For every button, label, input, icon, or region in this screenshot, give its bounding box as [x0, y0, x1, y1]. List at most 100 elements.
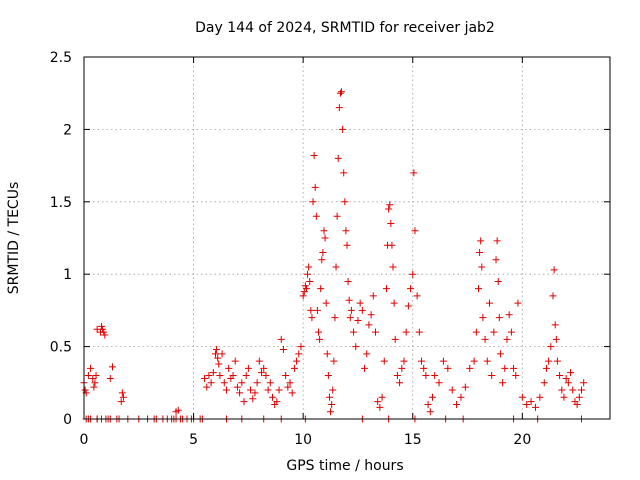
data-point [277, 335, 285, 343]
data-point [527, 398, 535, 406]
data-point [575, 393, 583, 401]
data-point [301, 282, 309, 290]
data-point [503, 335, 511, 343]
data-point [411, 227, 419, 235]
y-axis-label: SRMTID / TECUs [6, 182, 22, 295]
data-point [388, 241, 396, 249]
data-point [354, 317, 362, 325]
plot-frame [83, 56, 611, 420]
data-point [343, 241, 351, 249]
x-tick-label: 5 [189, 432, 198, 448]
data-point [514, 299, 522, 307]
data-point [336, 89, 344, 97]
data-point [98, 322, 106, 330]
data-point [485, 299, 493, 307]
data-point [215, 360, 223, 368]
data-point [472, 328, 480, 336]
data-point [209, 369, 217, 377]
data-point [361, 364, 369, 372]
data-point [240, 398, 248, 406]
data-point [318, 256, 326, 264]
data-point [352, 343, 360, 351]
data-point [558, 386, 566, 394]
data-point [253, 379, 261, 387]
data-point [475, 285, 482, 293]
data-point [312, 212, 320, 220]
data-point [553, 357, 561, 365]
data-point [444, 364, 452, 372]
data-point [470, 357, 478, 365]
data-point [512, 372, 520, 380]
data-point [481, 335, 489, 343]
data-point [325, 393, 333, 401]
data-point [499, 379, 507, 387]
chart-title: Day 144 of 2024, SRMTID for receiver jab… [195, 20, 495, 36]
data-point [327, 408, 335, 416]
data-point [321, 234, 329, 242]
data-point [212, 350, 219, 358]
data-point [262, 372, 270, 380]
x-tick-label: 20 [513, 432, 531, 448]
data-point [426, 408, 434, 416]
data-point [247, 386, 255, 394]
data-point [342, 227, 350, 235]
data-point [84, 372, 92, 380]
data-point [398, 364, 406, 372]
data-point [466, 364, 474, 372]
y-tick-label: 2 [63, 122, 72, 138]
data-point [332, 263, 340, 271]
data-point [299, 292, 307, 300]
data-point [108, 363, 116, 371]
data-point [316, 335, 324, 343]
data-point [413, 292, 421, 300]
data-point [424, 401, 432, 409]
data-point [490, 328, 498, 336]
data-point [389, 263, 397, 271]
data-point [518, 393, 526, 401]
data-point [393, 372, 401, 380]
data-point [493, 237, 501, 245]
x-axis-label: GPS time / hours [286, 458, 403, 474]
data-point [205, 372, 213, 380]
data-point [92, 372, 100, 380]
data-point [302, 285, 310, 293]
data-point [476, 248, 484, 256]
data-point [495, 314, 503, 322]
y-tick-label: 1 [63, 267, 72, 283]
data-point [431, 372, 439, 380]
data-point [396, 379, 404, 387]
data-point [356, 299, 364, 307]
data-point [385, 205, 393, 213]
data-point [386, 201, 394, 209]
data-point [288, 389, 296, 397]
x-tick-label: 15 [404, 432, 422, 448]
data-point [87, 364, 95, 372]
data-point [545, 357, 553, 365]
data-point [344, 277, 352, 285]
data-point [428, 393, 436, 401]
data-point [378, 393, 386, 401]
x-tick-label: 0 [80, 432, 89, 448]
data-point [201, 374, 209, 382]
data-point [118, 389, 126, 397]
data-point [556, 372, 564, 380]
data-point [550, 266, 558, 274]
data-point [488, 372, 496, 380]
data-point [90, 383, 98, 391]
data-point [106, 374, 114, 382]
data-point [311, 183, 319, 191]
data-point [322, 299, 330, 307]
data-point [346, 314, 354, 322]
x-tick-label: 10 [294, 432, 312, 448]
data-point [573, 401, 581, 409]
data-point [420, 364, 428, 372]
data-point [119, 393, 127, 401]
data-point [307, 306, 315, 314]
data-point [328, 401, 336, 409]
data-point [310, 151, 318, 159]
data-point [390, 299, 398, 307]
data-point [331, 314, 339, 322]
data-point [297, 343, 305, 351]
data-point [306, 277, 314, 285]
data-point [255, 357, 263, 365]
